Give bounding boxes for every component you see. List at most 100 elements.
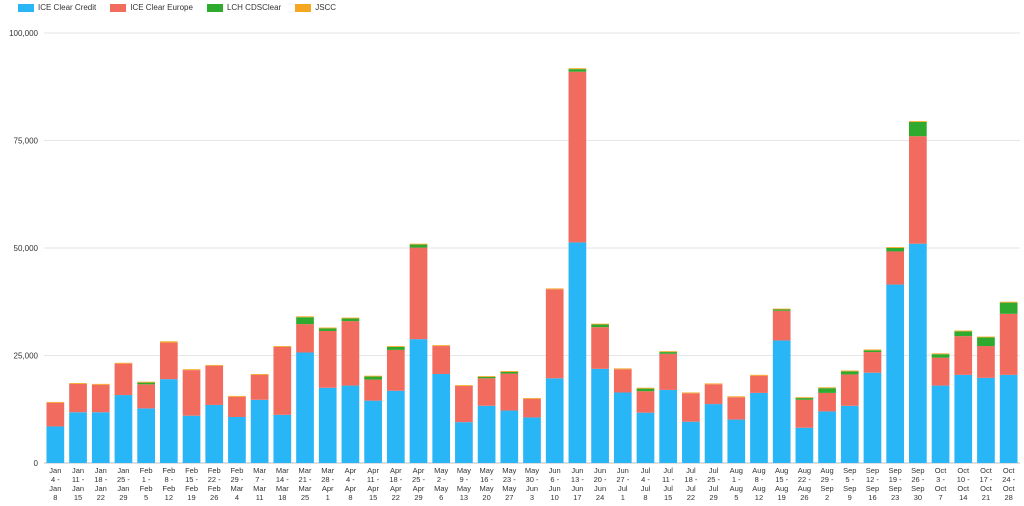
x-tick-label: Oct [957,466,970,475]
x-tick-label: 7 [938,493,942,502]
bar-segment [659,352,678,354]
x-tick-label: Jun [549,466,561,475]
x-tick-label: Jan [95,484,107,493]
bar-segment [46,402,65,427]
legend-item[interactable]: LCH CDSClear [206,3,281,12]
bar-segment [364,400,382,463]
x-tick-label: 25 [301,493,309,502]
bar-segment [159,341,178,343]
x-tick-label: 18 [278,493,286,502]
bar-segment [159,342,178,380]
bar-segment [273,346,292,415]
bar-segment [999,374,1018,463]
bar-segment [840,374,859,406]
bar-segment [591,324,609,328]
x-tick-label: 18 - [389,475,402,484]
x-tick-label: Sep [866,484,879,493]
x-tick-label: Apr [413,484,425,493]
x-tick-label: 12 - [866,475,879,484]
bar-segment [296,316,314,318]
bar-segment [500,371,519,374]
bar-segment [795,427,814,463]
x-tick-label: Feb [185,466,198,475]
legend-item[interactable]: ICE Clear Credit [18,3,96,12]
bar-segment [114,363,133,396]
x-tick-label: 22 - [798,475,811,484]
bar-segment [477,377,496,379]
bar-segment [91,384,110,413]
bar-segment [840,371,859,375]
x-tick-label: Aug [798,466,811,475]
x-tick-label: 25 - [117,475,130,484]
bar-segment [977,377,995,463]
bar-segment [682,421,700,463]
x-tick-label: 30 - [526,475,539,484]
y-tick-label: 0 [34,459,39,468]
bar-segment [727,396,746,398]
x-tick-label: Oct [1003,484,1016,493]
x-tick-label: 29 [414,493,422,502]
bar-segment [909,243,927,463]
x-tick-label: 30 [914,493,922,502]
x-tick-label: 13 [460,493,468,502]
x-tick-label: May [434,466,448,475]
x-tick-label: Jun [594,466,606,475]
bar-segment [386,349,405,391]
bar-segment [182,370,201,416]
bar-segment [114,395,133,463]
bar-segment [977,336,995,338]
bar-segment [818,387,836,389]
x-tick-label: Jan [49,466,61,475]
x-tick-label: 4 [235,493,239,502]
x-tick-label: Oct [980,484,993,493]
x-tick-label: 15 [664,493,672,502]
x-tick-label: 18 - [684,475,697,484]
x-tick-label: 24 [596,493,604,502]
bar-segment [931,357,950,386]
bar-segment [250,399,269,463]
x-tick-label: Jun [526,484,538,493]
legend-item[interactable]: JSCC [295,3,336,12]
bar-segment [636,388,655,392]
bar-segment [523,398,541,418]
x-tick-label: Jun [571,484,583,493]
x-tick-label: 16 [868,493,876,502]
bar-segment [228,395,246,397]
x-tick-label: Sep [911,484,924,493]
bar-segment [886,248,905,252]
bar-segment [909,121,927,123]
x-tick-label: Apr [413,466,425,475]
bar-segment [523,417,541,463]
x-tick-label: 15 - [185,475,198,484]
x-tick-label: 8 - [755,475,764,484]
x-tick-label: May [457,484,471,493]
bar-segment [863,352,882,373]
bar-segment [69,412,87,463]
x-tick-label: 11 - [72,475,85,484]
legend-swatch [110,3,127,12]
bar-segment [750,392,768,463]
x-tick-label: 8 [348,493,352,502]
bar-segment [909,122,927,137]
legend-item[interactable]: ICE Clear Europe [110,3,193,12]
bar-segment [341,321,360,386]
x-tick-label: May [502,466,516,475]
legend-swatch [295,3,312,12]
x-tick-label: 23 [891,493,899,502]
bar-segment [999,302,1018,314]
x-tick-label: May [480,484,494,493]
x-tick-label: 5 - [845,475,854,484]
x-tick-label: 3 - [936,475,945,484]
bar-segment [931,353,950,355]
bar-segment [364,379,382,401]
bar-segment [636,412,655,463]
x-tick-label: 4 - [51,475,60,484]
bar-segment [568,68,587,70]
bar-segment [886,251,905,285]
bar-segment [205,404,224,463]
x-tick-label: Feb [230,466,243,475]
x-tick-label: 7 - [255,475,264,484]
x-tick-label: May [434,484,448,493]
bar-segment [682,393,700,422]
bar-segment [46,401,65,403]
